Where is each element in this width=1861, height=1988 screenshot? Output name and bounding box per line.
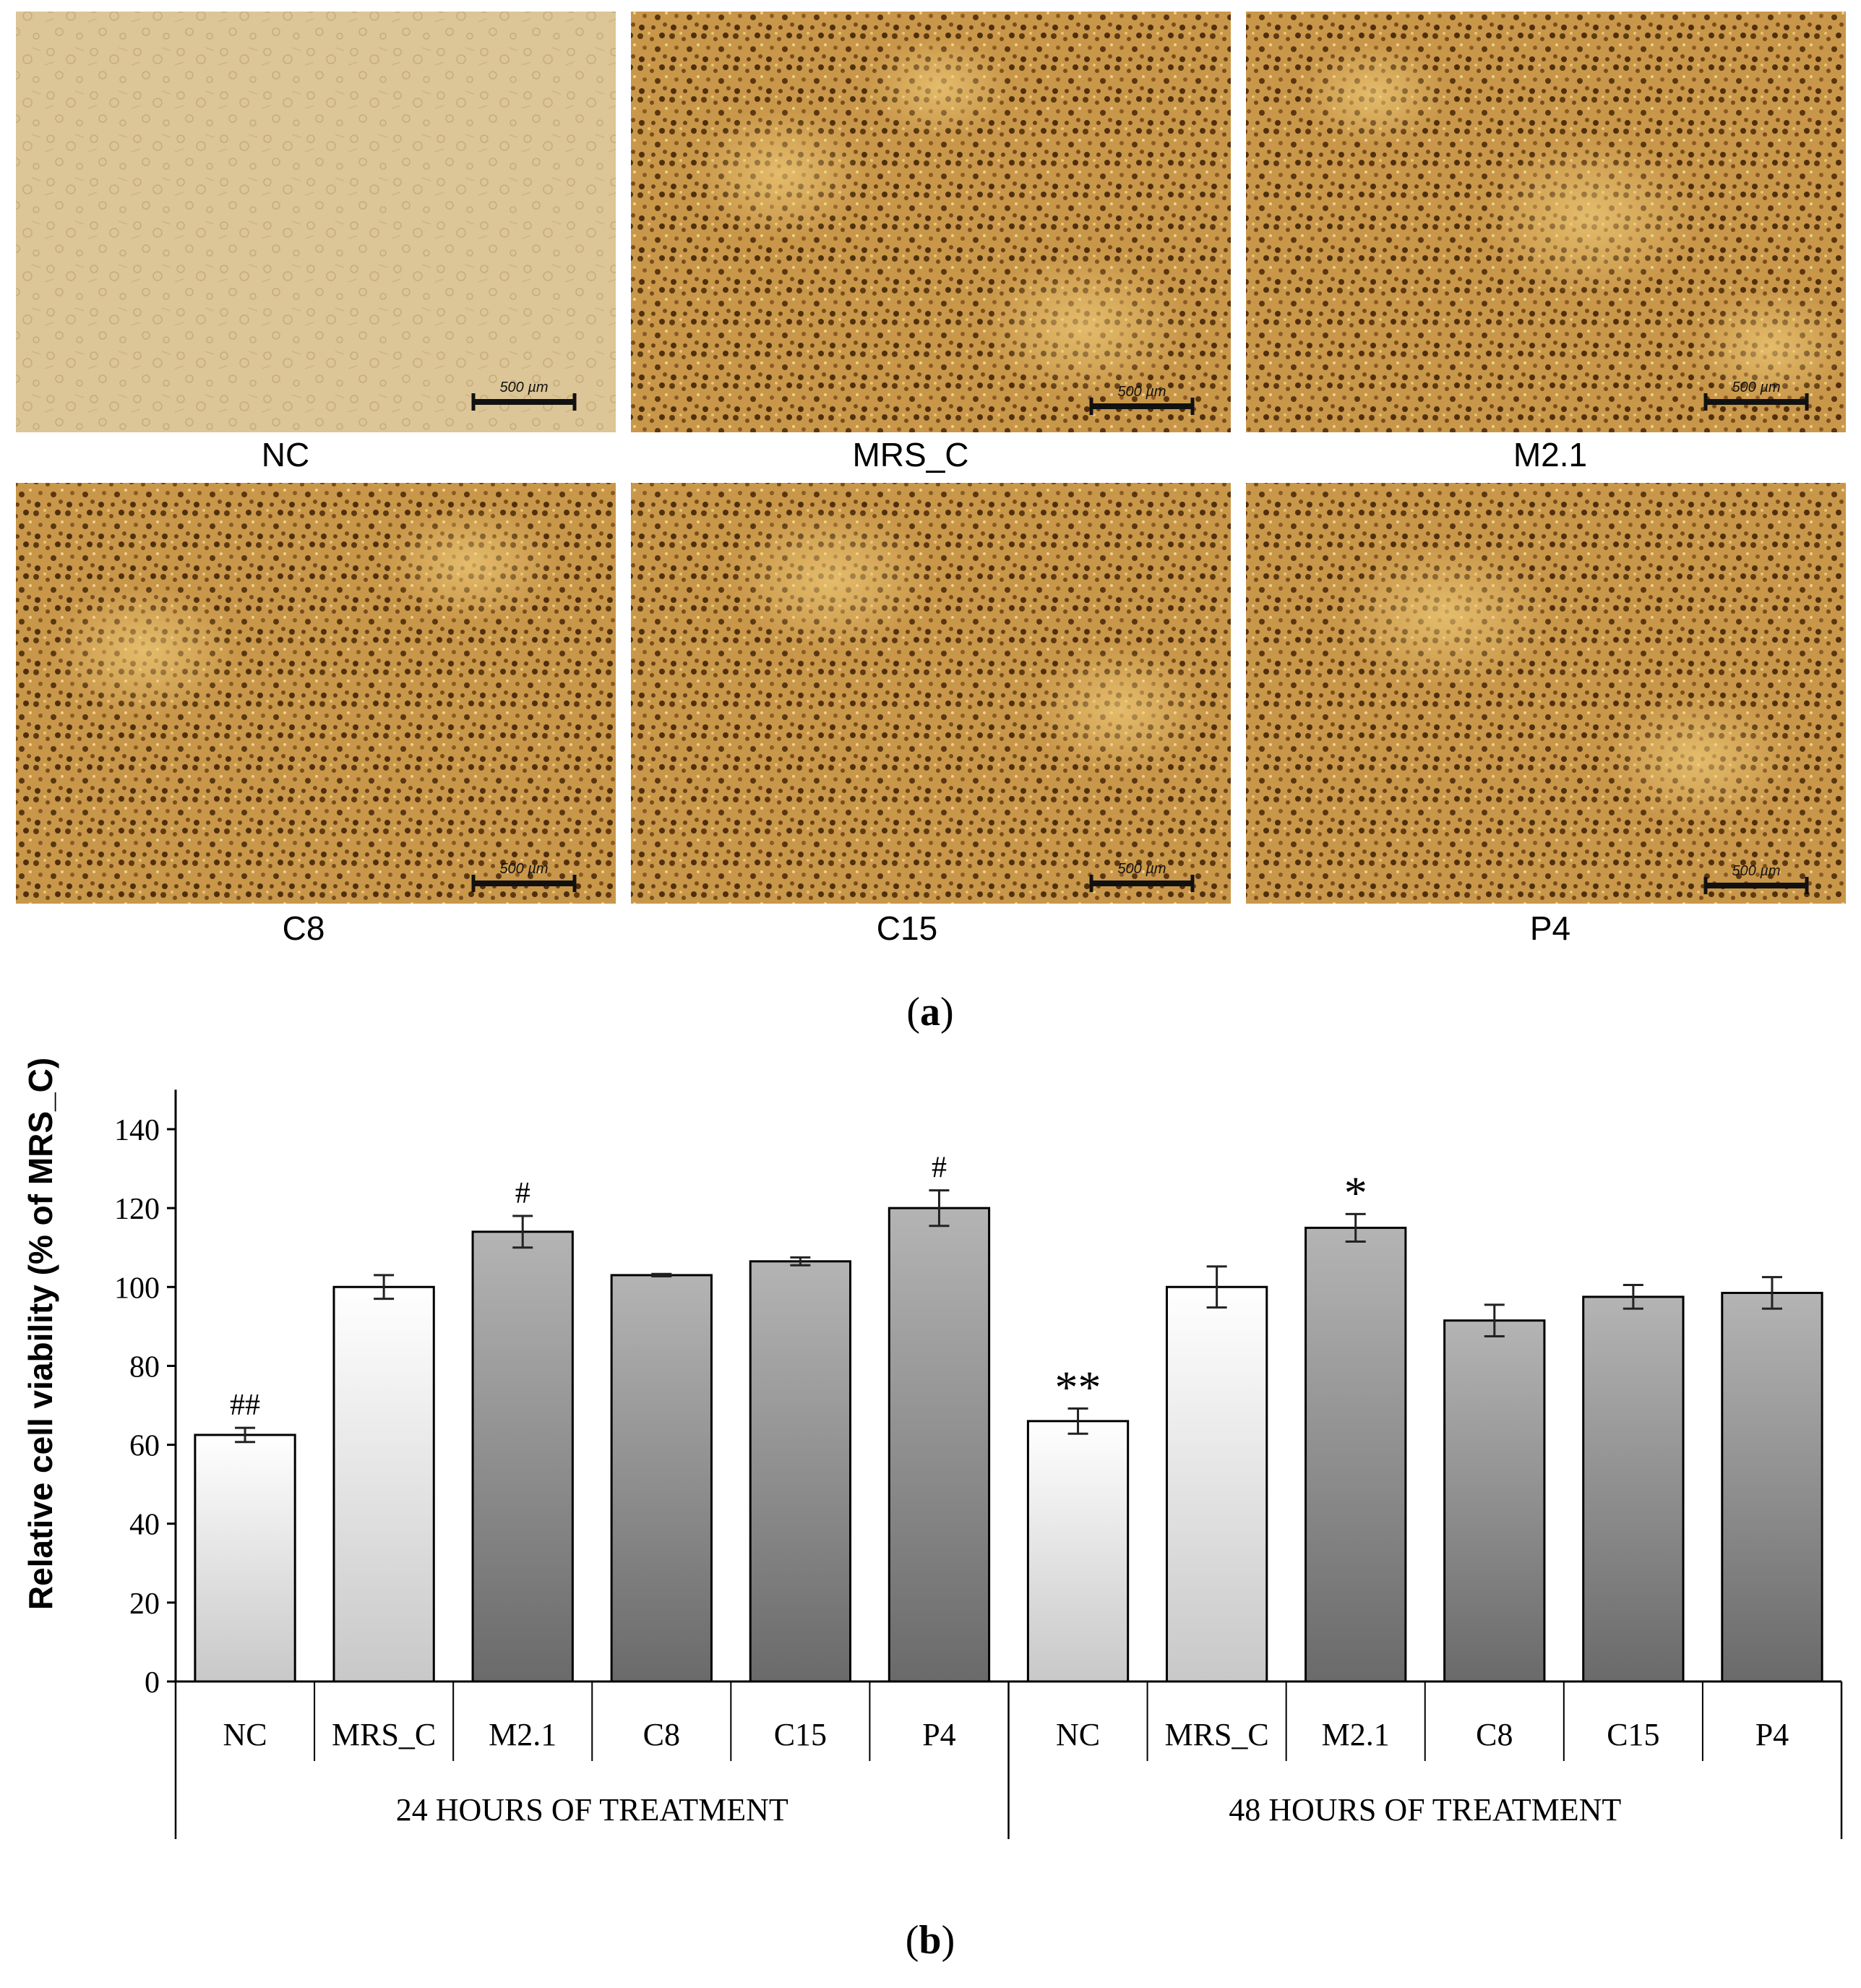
scale-bar-label: 500 µm (1732, 380, 1780, 395)
bar (194, 1434, 296, 1683)
bar (332, 1285, 435, 1683)
panel-b-label: (b) (906, 1918, 955, 1963)
x-tick-label: M2.1 (1322, 1717, 1390, 1752)
group-label: 24 HOURS OF TREATMENT (396, 1792, 788, 1828)
bar (749, 1260, 852, 1683)
y-tick-label: 80 (129, 1350, 160, 1384)
panel-a-letter: a (920, 990, 940, 1034)
x-tick-label: C8 (643, 1717, 680, 1752)
micrograph-caption: M2.1 (1513, 436, 1587, 474)
micrograph-mrs-c: 500 µm MRS_C (631, 12, 1231, 474)
bar (1721, 1291, 1823, 1683)
x-tick-label: MRS_C (332, 1717, 436, 1752)
scale-bar-label: 500 µm (1117, 384, 1166, 400)
bar (1582, 1295, 1685, 1683)
significance-marker: * (1344, 1167, 1367, 1218)
x-tick-label: C15 (774, 1717, 827, 1752)
y-axis-title: Relative cell viability (% of MRS_C) (22, 1058, 59, 1610)
significance-marker: ** (1055, 1361, 1101, 1413)
bar (887, 1207, 991, 1683)
micrograph-c15: 500 µm C15 (631, 483, 1231, 947)
scale-bar-label: 500 µm (499, 380, 548, 395)
scale-bar-label: 500 µm (1117, 861, 1166, 877)
y-tick-label: 140 (114, 1114, 160, 1147)
panel-b-letter: b (919, 1918, 941, 1963)
micrograph-p4: 500 µm P4 (1246, 483, 1846, 947)
y-tick-label: 0 (145, 1666, 160, 1700)
micrograph-caption: P4 (1530, 909, 1570, 947)
micrograph-c8: 500 µm C8 (16, 483, 616, 947)
y-tick-label: 20 (129, 1588, 160, 1621)
x-axis: NC MRS_C M2.1 C8 C15 P4 24 HOURS OF TREATMENT N… (174, 1680, 1843, 1839)
micrograph-caption: C15 (877, 909, 937, 947)
bar (471, 1230, 574, 1683)
bar (1305, 1226, 1407, 1683)
significance-marker: ## (230, 1389, 260, 1422)
x-tick-label: P4 (1755, 1717, 1789, 1752)
scale-bar-label: 500 µm (1732, 863, 1780, 879)
x-tick-label: NC (223, 1717, 267, 1752)
y-tick-label: 100 (114, 1272, 160, 1305)
x-tick-label: NC (1056, 1717, 1100, 1752)
scale-bar-label: 500 µm (499, 861, 548, 877)
micrograph-caption: C8 (283, 909, 325, 947)
bar (610, 1274, 713, 1683)
bar (1443, 1319, 1546, 1683)
significance-marker: # (932, 1152, 947, 1185)
x-tick-label: P4 (922, 1717, 955, 1752)
bar (1165, 1285, 1268, 1683)
significance-marker: # (515, 1177, 530, 1210)
x-tick-label: C8 (1476, 1717, 1513, 1752)
micrograph-grid: 500 µm NC 500 µm MRS_C 500 µm M2.1 (16, 12, 1850, 947)
micrograph-m2-1: 500 µm M2.1 (1246, 12, 1850, 474)
y-tick-label: 60 (129, 1430, 160, 1463)
group-label: 48 HOURS OF TREATMENT (1229, 1792, 1621, 1828)
micrograph-caption: NC (262, 436, 309, 474)
x-tick-label: MRS_C (1164, 1717, 1268, 1752)
micrograph-nc: 500 µm NC (16, 12, 616, 474)
micrograph-image (1246, 483, 1846, 904)
panel-a-label: (a) (906, 990, 953, 1034)
micrograph-caption: MRS_C (852, 436, 968, 474)
micrograph-image (16, 12, 616, 432)
y-tick-label: 40 (129, 1509, 160, 1542)
x-tick-label: C15 (1607, 1717, 1659, 1752)
y-tick-label: 120 (114, 1193, 160, 1226)
bar (1026, 1420, 1130, 1683)
y-axis: 0 20 40 60 80 100 120 140 (114, 1089, 177, 1700)
x-tick-label: M2.1 (489, 1717, 556, 1752)
bars: ####*** (194, 1152, 1823, 1683)
